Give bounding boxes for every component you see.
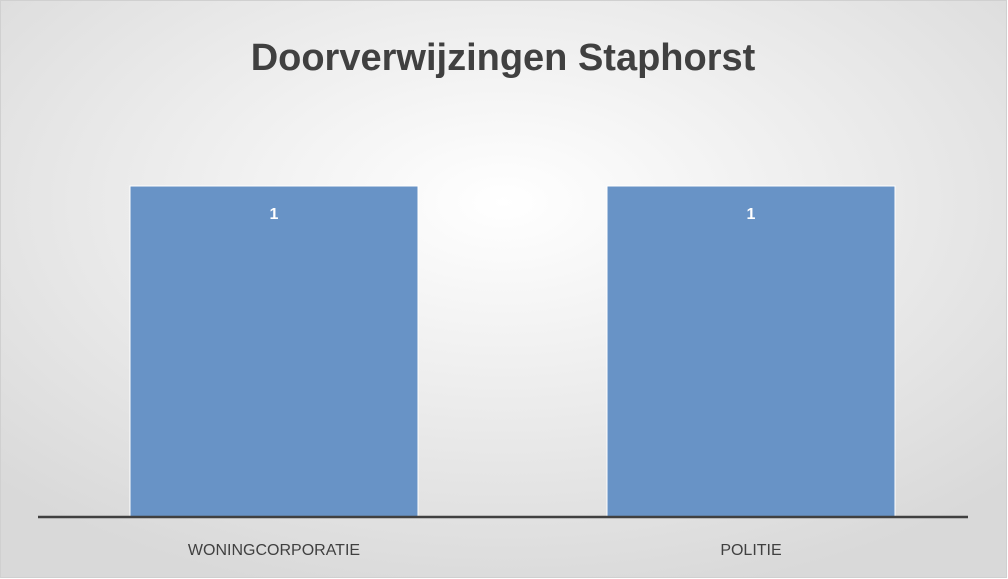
bar — [606, 185, 896, 518]
data-label: 1 — [270, 206, 279, 223]
data-label: 1 — [747, 206, 756, 223]
bar — [129, 185, 419, 518]
chart-title: Doorverwijzingen Staphorst — [251, 37, 756, 79]
x-tick-label: WONINGCORPORATIE — [188, 542, 360, 559]
x-tick-label: POLITIE — [720, 542, 781, 559]
